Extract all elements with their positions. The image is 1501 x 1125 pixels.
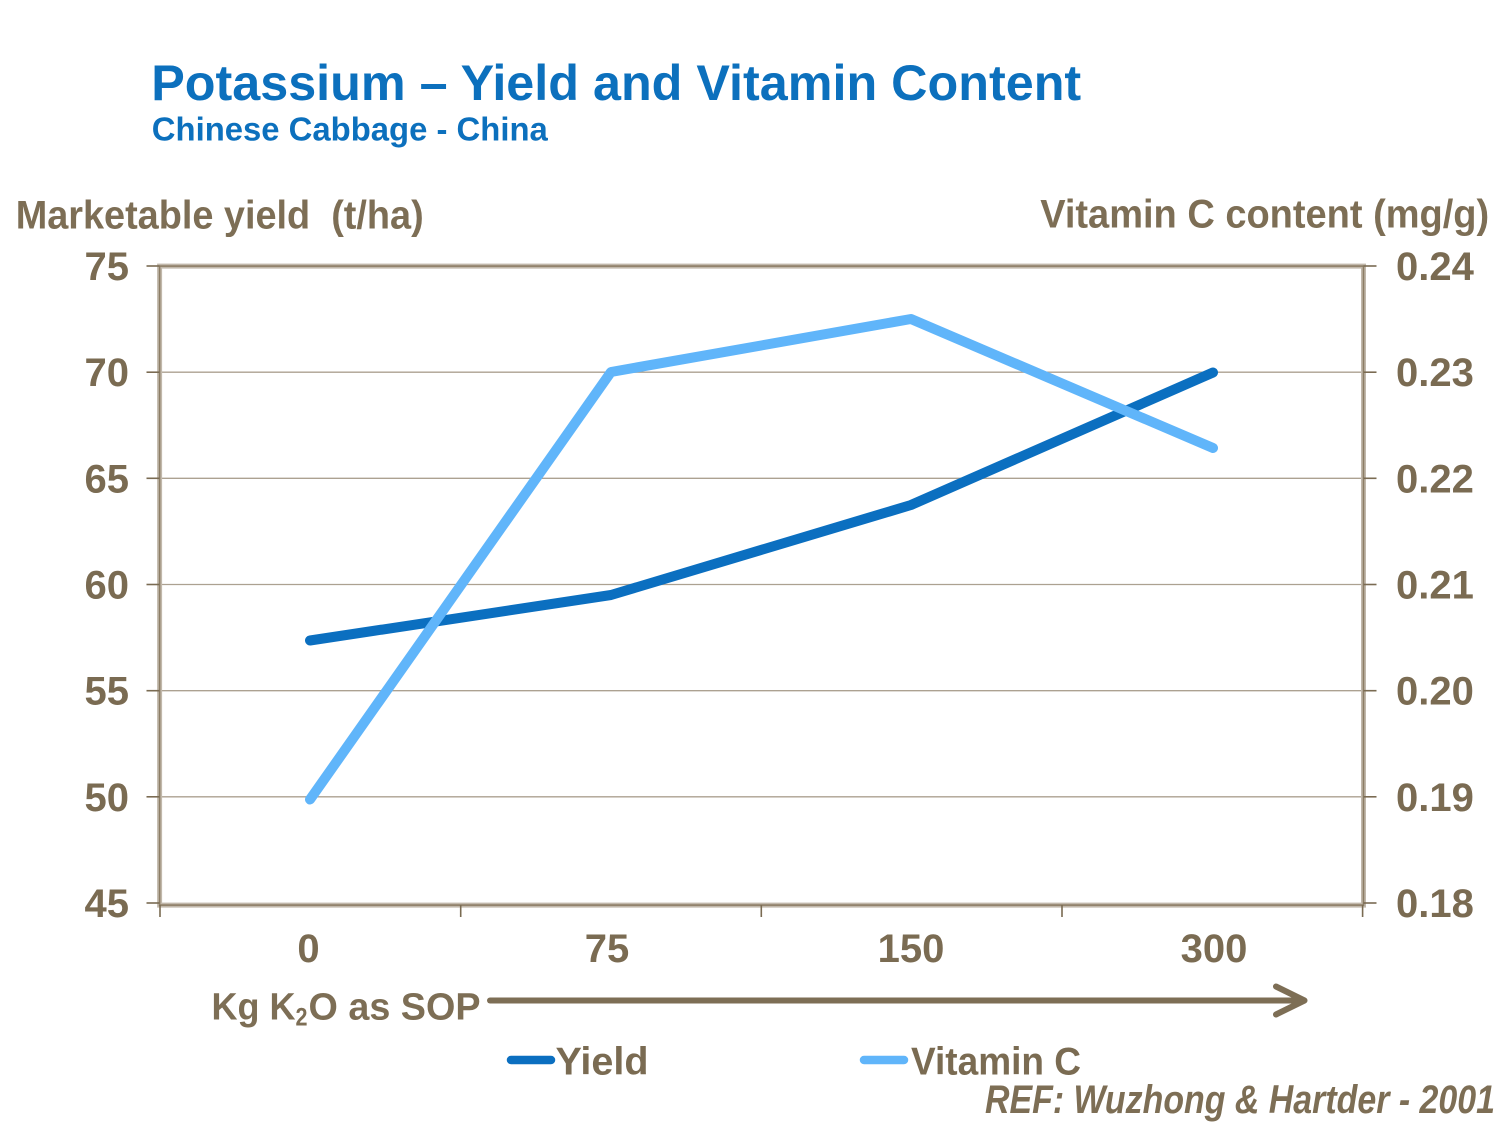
svg-text:0.23: 0.23 xyxy=(1396,351,1474,395)
svg-text:0.22: 0.22 xyxy=(1396,457,1474,501)
svg-text:0.19: 0.19 xyxy=(1396,776,1474,820)
svg-text:Yield: Yield xyxy=(556,1041,649,1084)
svg-text:65: 65 xyxy=(85,457,130,501)
svg-text:O as SOP: O as SOP xyxy=(309,986,481,1028)
svg-text:50: 50 xyxy=(85,776,130,820)
svg-text:0.21: 0.21 xyxy=(1396,564,1474,608)
svg-text:55: 55 xyxy=(85,670,130,714)
svg-text:Potassium – Yield and Vitamin: Potassium – Yield and Vitamin Content xyxy=(151,54,1081,111)
svg-text:75: 75 xyxy=(585,927,630,971)
svg-text:REF: Wuzhong & Hartder - 2001: REF: Wuzhong & Hartder - 2001 xyxy=(985,1078,1495,1122)
svg-text:150: 150 xyxy=(878,927,945,971)
svg-text:2: 2 xyxy=(296,1004,308,1032)
svg-text:Chinese Cabbage - China: Chinese Cabbage - China xyxy=(152,112,548,149)
svg-text:75: 75 xyxy=(85,245,130,289)
svg-text:0: 0 xyxy=(297,927,319,971)
svg-text:Vitamin C content (mg/g): Vitamin C content (mg/g) xyxy=(1040,193,1489,237)
svg-text:60: 60 xyxy=(85,564,130,608)
svg-text:Vitamin C: Vitamin C xyxy=(911,1041,1081,1084)
svg-text:70: 70 xyxy=(85,351,130,395)
svg-text:0.18: 0.18 xyxy=(1396,882,1474,926)
svg-text:300: 300 xyxy=(1181,927,1248,971)
svg-text:45: 45 xyxy=(85,882,130,926)
svg-text:Kg K: Kg K xyxy=(212,986,297,1028)
svg-text:Marketable yield (t/ha): Marketable yield (t/ha) xyxy=(16,193,424,237)
svg-text:0.24: 0.24 xyxy=(1396,245,1475,289)
svg-text:0.20: 0.20 xyxy=(1396,670,1474,714)
